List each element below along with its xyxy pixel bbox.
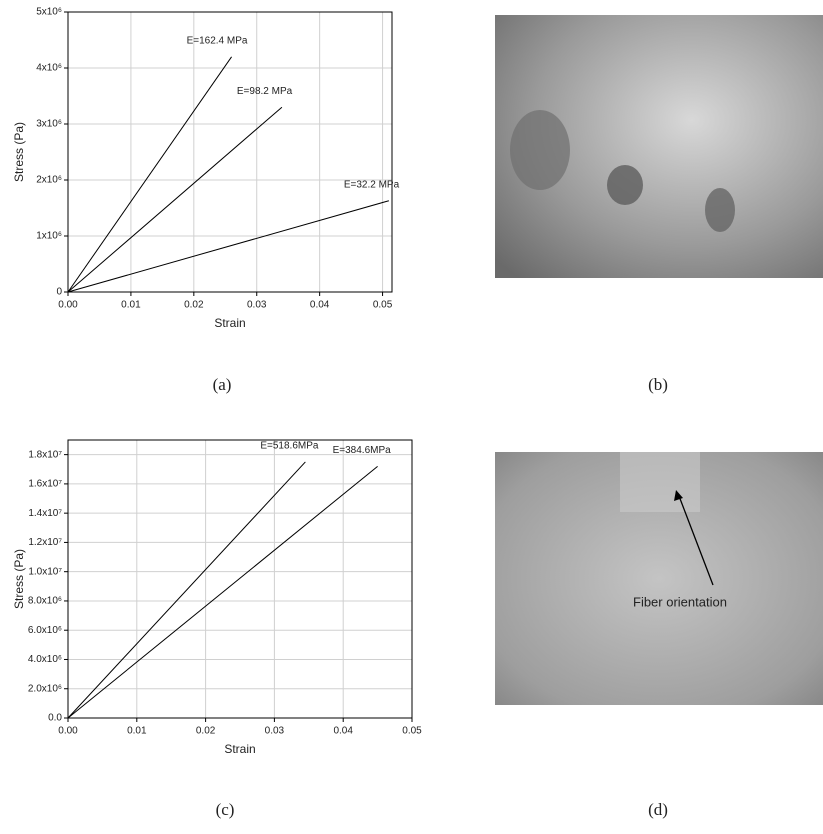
y-tick-label: 1.2x10⁷ bbox=[28, 537, 62, 548]
x-tick-label: 0.03 bbox=[247, 300, 267, 311]
y-tick-label: 3x10⁶ bbox=[36, 119, 62, 130]
x-tick-label: 0.04 bbox=[333, 726, 353, 737]
x-tick-label: 0.02 bbox=[196, 726, 216, 737]
y-tick-label: 8.0x10⁶ bbox=[28, 596, 62, 607]
y-tick-label: 1.0x10⁷ bbox=[28, 566, 62, 577]
fiber-region bbox=[620, 452, 700, 512]
line-series bbox=[68, 201, 389, 292]
x-tick-label: 0.01 bbox=[121, 300, 141, 311]
y-tick-label: 2x10⁶ bbox=[36, 175, 62, 186]
y-tick-label: 1.8x10⁷ bbox=[28, 449, 62, 460]
x-tick-label: 0.03 bbox=[265, 726, 285, 737]
x-tick-label: 0.00 bbox=[58, 726, 78, 737]
line-series bbox=[68, 107, 282, 292]
annotation: E=32.2 MPa bbox=[344, 179, 400, 190]
panel-label: (a) bbox=[213, 375, 232, 394]
x-axis-label: Strain bbox=[224, 742, 255, 756]
x-tick-label: 0.01 bbox=[127, 726, 147, 737]
panel-label: (b) bbox=[648, 375, 668, 394]
y-tick-label: 2.0x10⁶ bbox=[28, 683, 62, 694]
x-tick-label: 0.00 bbox=[58, 300, 78, 311]
y-tick-label: 1.4x10⁷ bbox=[28, 508, 62, 519]
pore bbox=[705, 188, 735, 232]
y-tick-label: 6.0x10⁶ bbox=[28, 625, 62, 636]
panel-label: (c) bbox=[216, 800, 235, 819]
photo-annotation: Fiber orientation bbox=[633, 594, 727, 609]
y-tick-label: 1x10⁶ bbox=[36, 231, 62, 242]
pore bbox=[510, 110, 570, 190]
y-axis-label: Stress (Pa) bbox=[12, 549, 26, 609]
y-tick-label: 4x10⁶ bbox=[36, 63, 62, 74]
y-tick-label: 5x10⁶ bbox=[36, 7, 62, 18]
x-axis-label: Strain bbox=[214, 316, 245, 330]
x-tick-label: 0.02 bbox=[184, 300, 204, 311]
annotation: E=518.6MPa bbox=[260, 441, 319, 452]
line-series bbox=[68, 466, 378, 718]
line-series bbox=[68, 462, 305, 718]
x-tick-label: 0.05 bbox=[402, 726, 422, 737]
panel-label: (d) bbox=[648, 800, 668, 819]
x-tick-label: 0.04 bbox=[310, 300, 330, 311]
y-tick-label: 0.0 bbox=[48, 713, 62, 724]
line-series bbox=[68, 57, 232, 292]
pore bbox=[607, 165, 643, 205]
x-tick-label: 0.05 bbox=[373, 300, 393, 311]
annotation: E=384.6MPa bbox=[333, 445, 392, 456]
annotation: E=98.2 MPa bbox=[237, 86, 293, 97]
y-tick-label: 4.0x10⁶ bbox=[28, 654, 62, 665]
figure: Fiber orientation (a) (b) (c) (d) 0.000.… bbox=[0, 0, 823, 829]
y-axis-label: Stress (Pa) bbox=[12, 122, 26, 182]
annotation: E=162.4 MPa bbox=[187, 35, 248, 46]
y-tick-label: 1.6x10⁷ bbox=[28, 479, 62, 490]
page: Fiber orientation (a) (b) (c) (d) 0.000.… bbox=[0, 0, 823, 829]
y-tick-label: 0 bbox=[56, 287, 62, 298]
